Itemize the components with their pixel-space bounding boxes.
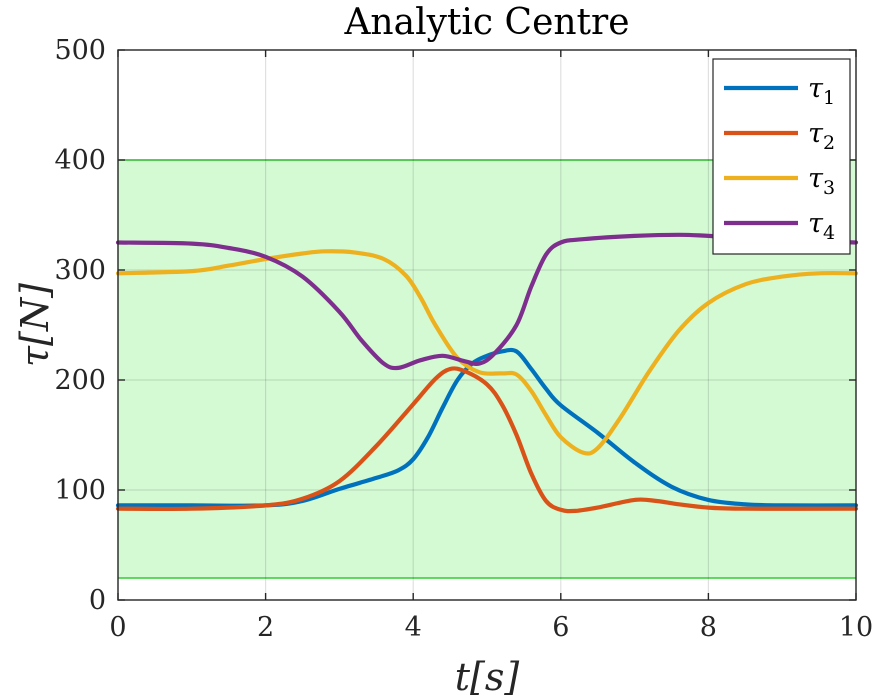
series-line-tau1 [115, 347, 859, 508]
x-tick-label: 10 [839, 612, 873, 643]
legend-label-tau3: τ3 [808, 163, 835, 199]
legend: τ1 τ2 τ3 τ4 [712, 58, 851, 255]
x-tick-label: 8 [700, 612, 717, 643]
series-line-tau4 [115, 232, 859, 371]
legend-label-tau1: τ1 [808, 73, 835, 109]
legend-label-tau4: τ4 [808, 208, 835, 244]
x-axis-title: t[s] [455, 655, 520, 699]
y-tick-label: 500 [54, 35, 106, 66]
x-tick-label: 0 [109, 612, 126, 643]
series-line-tau2 [115, 366, 859, 514]
plot-frame [117, 49, 857, 601]
y-tick-label: 400 [54, 145, 106, 176]
y-tick-label: 0 [89, 585, 106, 616]
y-tick-label: 100 [54, 475, 106, 506]
x-tick-label: 4 [405, 612, 422, 643]
legend-label-tau2: τ2 [808, 118, 835, 154]
x-tick-label: 2 [257, 612, 274, 643]
y-tick-label: 300 [54, 255, 106, 286]
y-axis-title: τ[N] [13, 283, 57, 367]
chart-title: Analytic Centre [343, 2, 629, 43]
series-line-tau3 [115, 249, 859, 456]
series-layer [115, 232, 859, 514]
y-tick-label: 200 [54, 365, 106, 396]
x-tick-label: 6 [552, 612, 569, 643]
